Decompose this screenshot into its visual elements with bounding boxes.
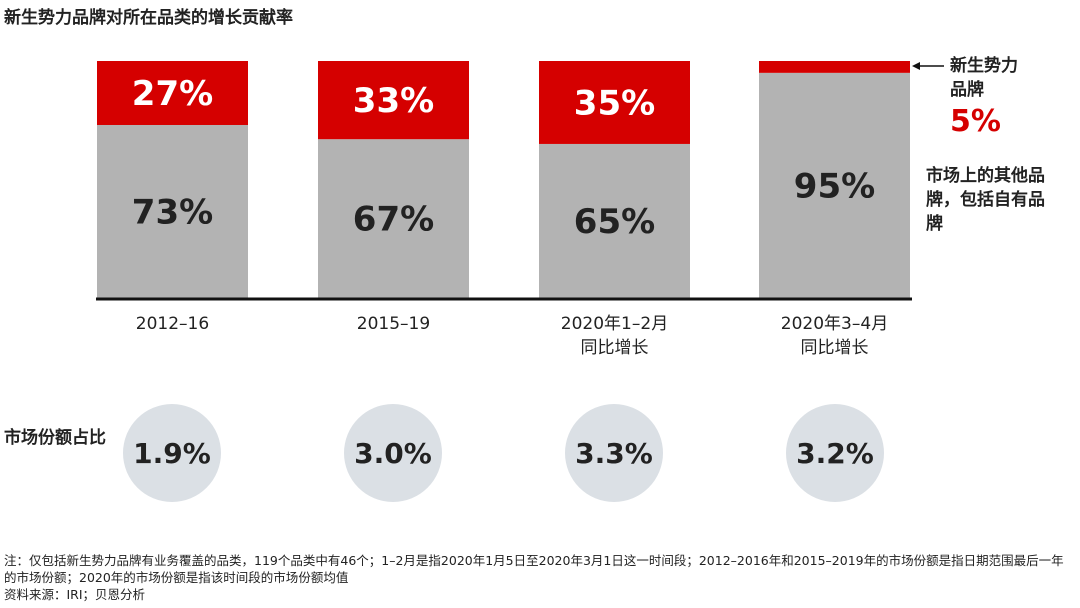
x-axis-tick-label: 2015–19 <box>357 314 430 334</box>
bar-segment-other-brands <box>318 139 469 298</box>
bar-data-label: 35% <box>574 83 655 123</box>
x-axis-tick-label: 2020年3–4月 <box>781 314 888 334</box>
legend-other-brands-label: 市场上的其他品牌，包括自有品牌 <box>926 166 1045 234</box>
bar-data-label: 95% <box>794 166 875 206</box>
bar-data-label: 65% <box>574 202 655 242</box>
stacked-bar-chart: 73% 27% 2012–16 67% 33% 2015–19 65% 35% 2020年1–2… <box>96 61 944 358</box>
bar-segment-new-brands <box>759 61 910 73</box>
bar-data-label: 27% <box>132 74 213 114</box>
legend-new-brands-value: 5% <box>950 104 1001 139</box>
market-share-value: 3.2% <box>796 436 874 470</box>
market-share-value: 1.9% <box>133 436 211 470</box>
bar-segment-new-brands <box>539 61 690 144</box>
market-share-circle-1: 1.9% <box>123 404 221 502</box>
x-axis-tick-label: 同比增长 <box>801 338 869 358</box>
bar-segment-other-brands <box>97 124 248 299</box>
footnote-source: 资料来源：IRI；贝恩分析 <box>4 587 146 602</box>
x-axis-tick-label: 同比增长 <box>581 338 649 358</box>
market-share-circle-3: 3.3% <box>565 404 663 502</box>
bar-segment-other-brands <box>759 72 910 298</box>
market-share-value: 3.0% <box>354 436 432 470</box>
bar-segment-new-brands <box>97 61 248 125</box>
bar-data-label: 67% <box>353 200 434 240</box>
legend-new-brands-label: 新生势力品牌 <box>950 56 1018 100</box>
market-share-label: 市场份额占比 <box>4 428 106 448</box>
x-axis-tick-label: 2020年1–2月 <box>561 314 668 334</box>
footnote: 注：仅包括新生势力品牌有业务覆盖的品类，119个品类中有46个；1–2月是指20… <box>4 552 1074 603</box>
x-axis-tick-label: 2012–16 <box>136 314 209 334</box>
market-share-circle-4: 3.2% <box>786 404 884 502</box>
bar-data-label: 73% <box>132 192 213 232</box>
market-share-circle-2: 3.0% <box>344 404 442 502</box>
bar-segment-new-brands <box>318 61 469 140</box>
footnote-note: 注：仅包括新生势力品牌有业务覆盖的品类，119个品类中有46个；1–2月是指20… <box>4 553 1064 585</box>
chart-title: 新生势力品牌对所在品类的增长贡献率 <box>4 8 293 28</box>
bar-segment-other-brands <box>539 143 690 298</box>
legend-arrow-head <box>912 62 920 70</box>
market-share-value: 3.3% <box>575 436 653 470</box>
bar-data-label: 33% <box>353 81 434 121</box>
